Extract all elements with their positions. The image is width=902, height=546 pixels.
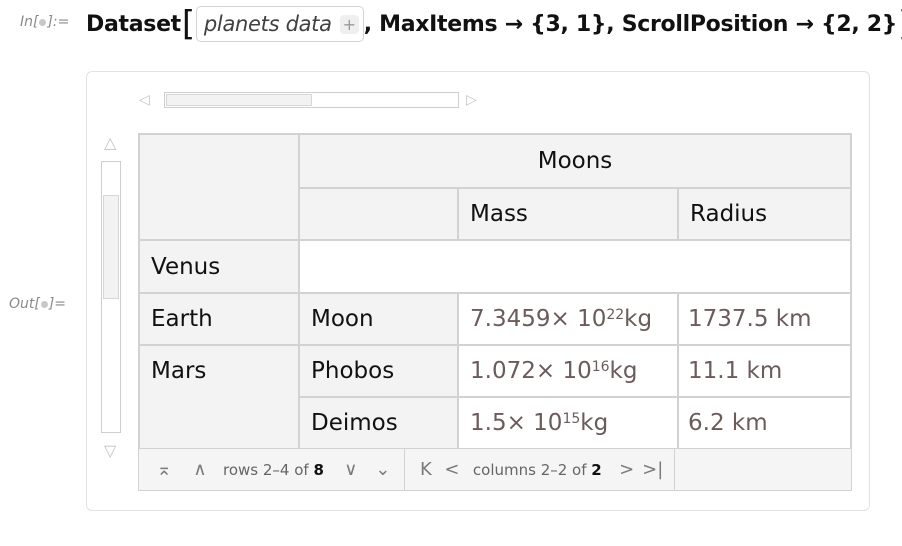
grid-line <box>299 187 852 189</box>
chip-label: planets data <box>203 12 332 36</box>
grid-line <box>677 187 679 240</box>
cell-number-dot <box>40 300 48 308</box>
scroll-right-icon[interactable]: ▷ <box>466 91 477 107</box>
options-text: , MaxItems → {3, 1}, ScrollPosition → {2… <box>363 11 898 37</box>
empty-cell <box>299 240 851 293</box>
radius-header[interactable]: Radius <box>678 188 851 240</box>
output-label: Out[]= <box>9 296 67 312</box>
horizontal-scroll-thumb[interactable] <box>166 94 312 106</box>
moon-name-cell[interactable]: Phobos <box>299 345 458 397</box>
grid-line <box>139 239 852 241</box>
radius-cell[interactable]: 6.2 km <box>678 397 851 449</box>
last-column-icon[interactable]: >| <box>642 459 664 480</box>
row-label-earth[interactable]: Earth <box>139 293 299 345</box>
grid-line <box>139 292 852 294</box>
next-page-icon[interactable]: ∨ <box>344 459 358 480</box>
corner-header <box>139 134 299 240</box>
input-expression[interactable]: Dataset [ planets data + , MaxItems → {3… <box>86 2 902 46</box>
previous-page-icon[interactable]: ∧ <box>193 459 207 480</box>
scroll-up-icon[interactable]: △ <box>104 135 117 152</box>
grid-line <box>457 292 459 449</box>
pagination-bar: ⌅ ∧ rows 2–4 of 8 ∨ ⌄ K < columns 2–2 of… <box>139 449 851 490</box>
chip-plus-icon[interactable]: + <box>339 14 359 34</box>
grid-line <box>677 292 679 449</box>
first-column-icon[interactable]: K <box>419 459 432 480</box>
horizontal-scrollbar[interactable] <box>164 92 459 108</box>
grid-line <box>457 187 459 240</box>
moon-name-cell[interactable]: Deimos <box>299 397 458 449</box>
divider <box>403 449 405 490</box>
input-label: In[]:= <box>20 14 70 30</box>
scroll-left-icon[interactable]: ◁ <box>139 91 150 107</box>
row-label-mars[interactable]: Mars <box>139 345 299 449</box>
data-chip[interactable]: planets data + <box>195 6 364 42</box>
open-bracket: [ <box>181 4 195 44</box>
vertical-scrollbar[interactable] <box>101 161 121 433</box>
columns-status: columns 2–2 of 2 <box>472 460 602 479</box>
vertical-scroll-thumb[interactable] <box>103 195 119 299</box>
grid-line <box>299 396 852 398</box>
row-label-venus[interactable]: Venus <box>139 240 299 293</box>
grid-line <box>850 133 852 491</box>
grid-line <box>138 133 140 491</box>
grid-line <box>139 344 852 346</box>
mass-cell[interactable]: 1.072 × 10 16 kg <box>458 345 678 397</box>
scroll-down-icon[interactable]: ▽ <box>104 443 117 460</box>
radius-cell[interactable]: 11.1 km <box>678 345 851 397</box>
rows-status: rows 2–4 of 8 <box>223 460 324 479</box>
radius-cell[interactable]: 1737.5 km <box>678 293 851 345</box>
mass-header[interactable]: Mass <box>458 188 678 240</box>
moon-name-header <box>299 188 458 240</box>
mass-cell[interactable]: 7.3459 × 10 22 kg <box>458 293 678 345</box>
grid-line <box>139 489 852 491</box>
first-page-icon[interactable]: ⌅ <box>156 459 172 480</box>
dataset-head: Dataset <box>86 11 181 37</box>
moons-group-header[interactable]: Moons <box>299 134 851 188</box>
moon-name-cell[interactable]: Moon <box>299 293 458 345</box>
divider <box>673 449 675 490</box>
last-page-icon[interactable]: ⌄ <box>375 459 391 480</box>
grid-line <box>139 133 852 135</box>
previous-column-icon[interactable]: < <box>444 459 460 480</box>
next-column-icon[interactable]: > <box>619 459 635 480</box>
cell-number-dot <box>39 18 47 26</box>
grid-line <box>298 133 300 449</box>
close-bracket: ] <box>898 7 902 41</box>
mass-cell[interactable]: 1.5 × 10 15 kg <box>458 397 678 449</box>
